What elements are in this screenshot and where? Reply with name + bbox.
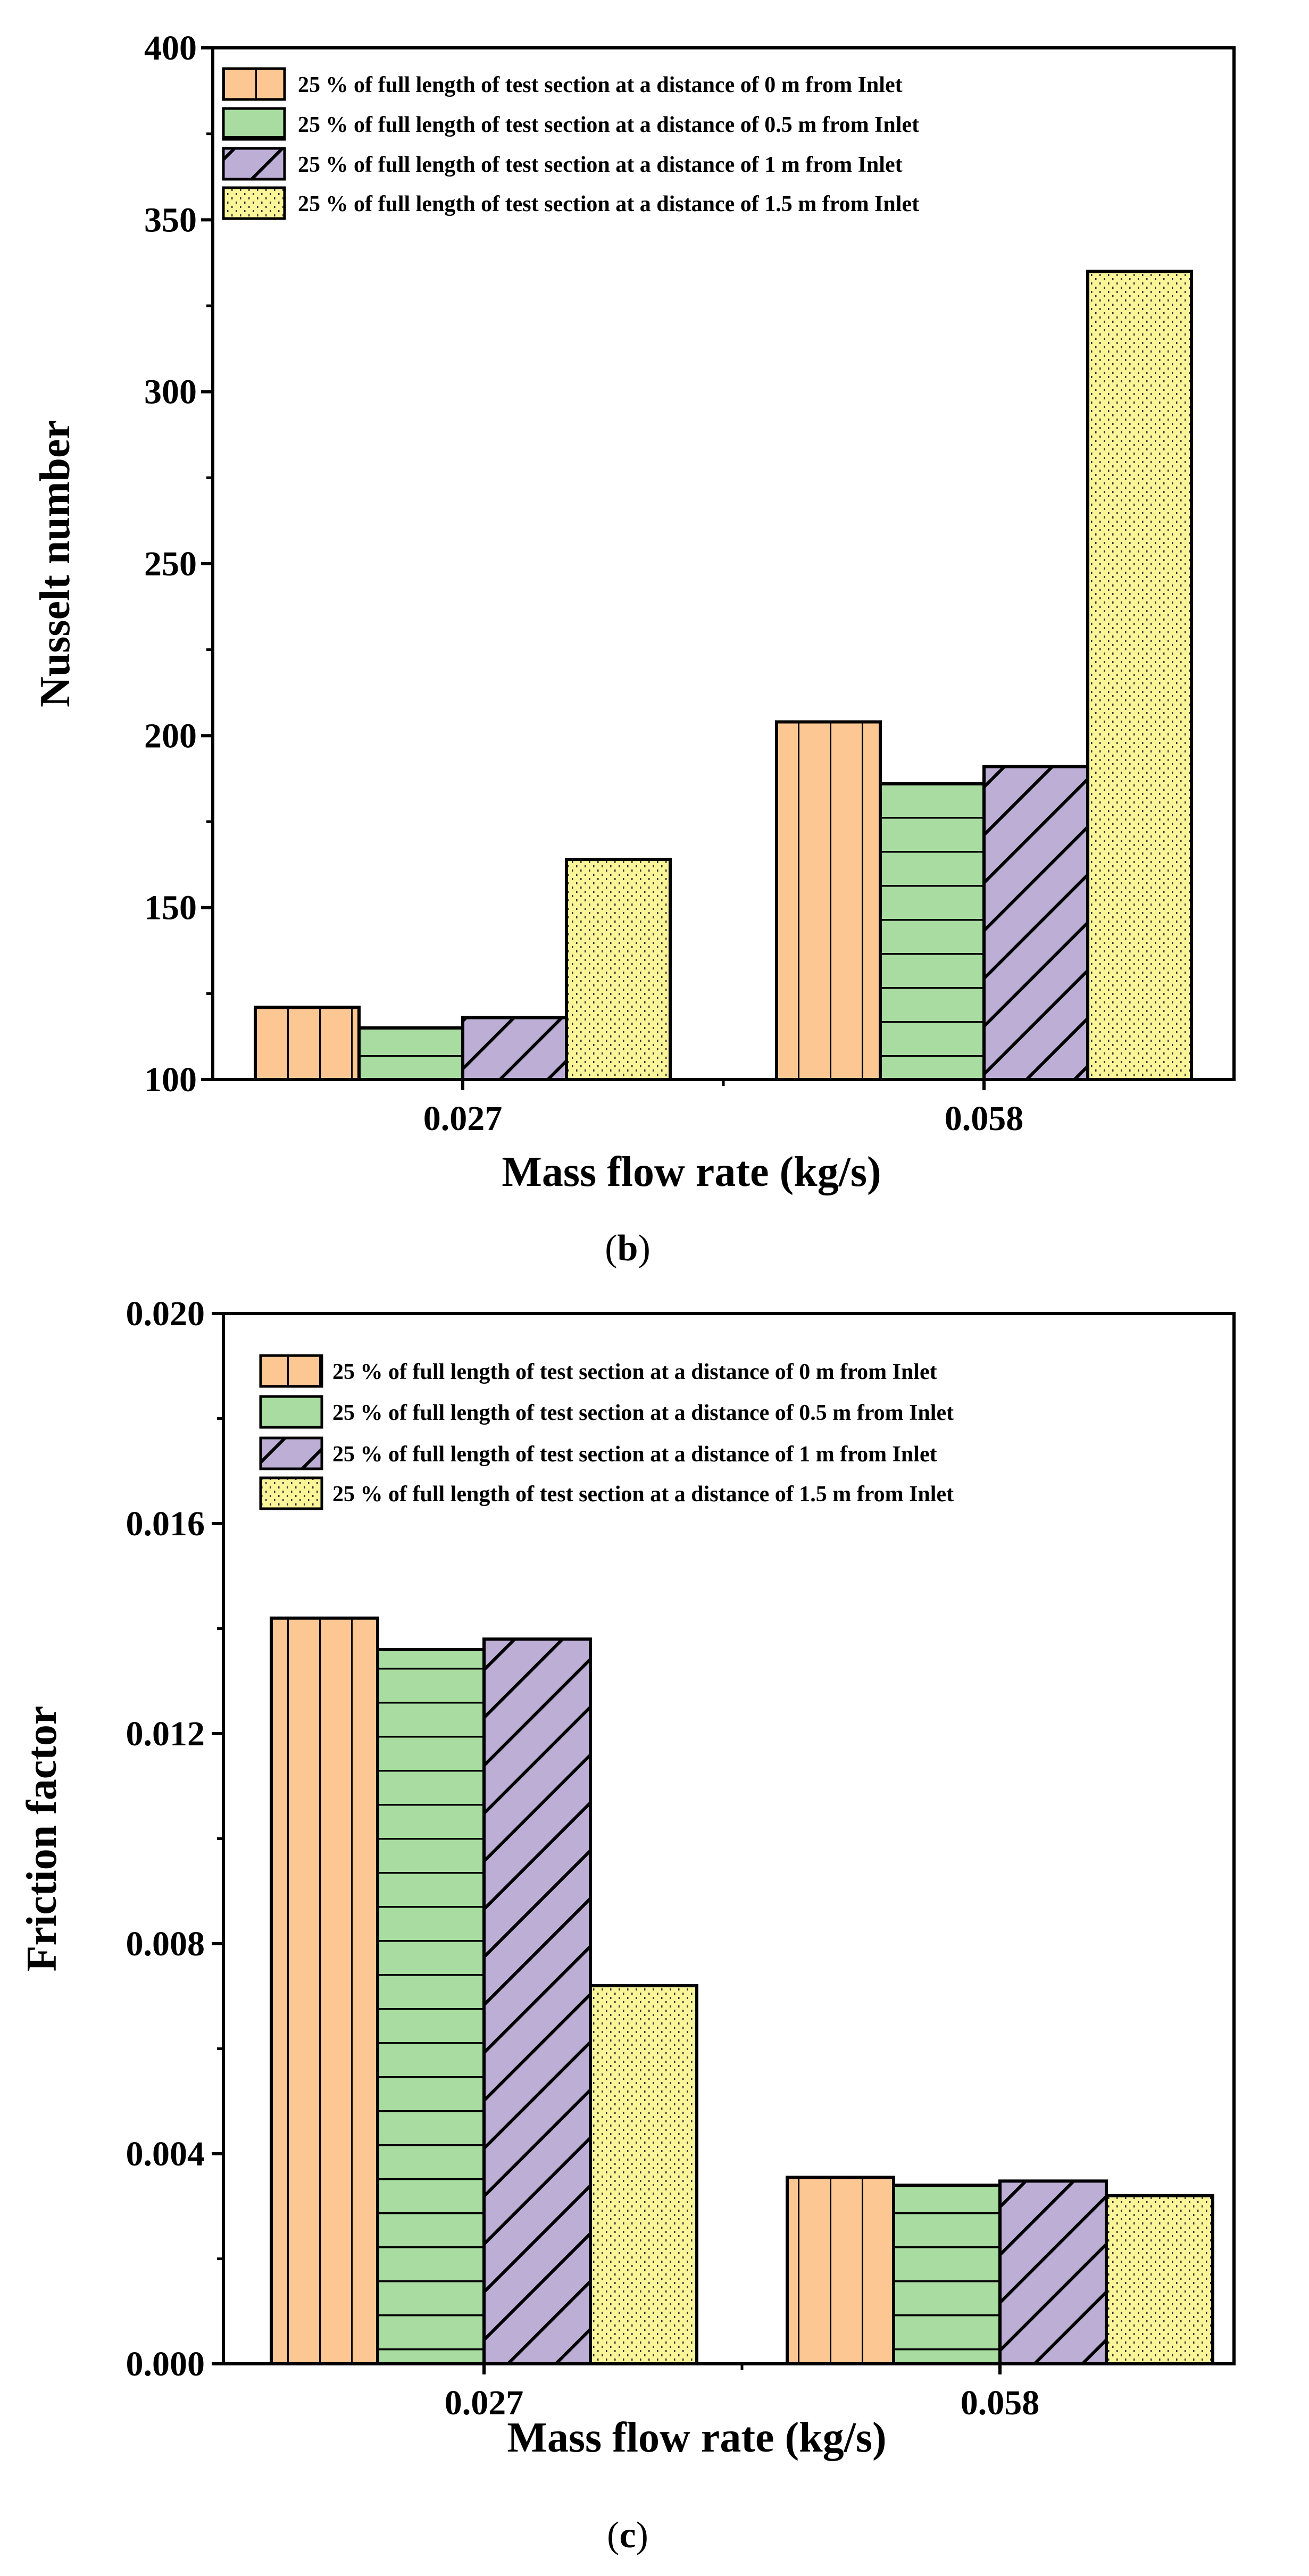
legend-swatch [259,1354,323,1388]
legend-swatch [259,1436,323,1470]
x-tick-label: 0.027 [423,1099,503,1138]
legend-swatch [222,107,286,141]
bar-0.058-series-1 [786,2176,895,2365]
legend-entry: 25 % of full length of test section at a… [298,153,903,177]
bar-0.027-series-1 [254,1006,361,1081]
x-tick-label: 0.058 [961,2383,1040,2422]
chart-panel-c: 0.000 0.004 0.008 0.012 0.016 0.020 0.027 0.058… [19,1294,1236,2556]
legend-swatch [259,1395,323,1429]
bar-0.058-series-3 [998,2179,1108,2366]
bar-0.058-series-3 [982,765,1089,1081]
legend-swatch [222,186,286,220]
bar-0.058-series-1 [775,720,882,1081]
y-tick-label: 350 [144,200,197,239]
y-tick-label: 150 [144,889,197,927]
y-tick-label: 0.004 [126,2135,205,2173]
legend-swatch [222,67,286,101]
x-axis-title: Mass flow rate (kg/s) [502,1149,881,1195]
y-tick-label: 0.000 [126,2345,205,2383]
panel-label: (b) [605,1228,651,1269]
y-tick-label: 300 [144,373,197,412]
panel-label-letter: b [618,1228,638,1269]
y-axis-title: Friction factor [19,1706,65,1972]
legend-entry: 25 % of full length of test section at a… [298,73,903,97]
bar-0.027-series-2 [357,1026,464,1081]
bar-0.058-series-4 [1086,270,1193,1081]
y-tick-label: 0.020 [126,1294,205,1333]
y-axis-title: Nusselt number [32,420,79,707]
y-tick-label: 0.016 [126,1504,205,1543]
y-tick-label: 250 [144,545,197,583]
bar-0.058-series-2 [892,2184,1002,2365]
x-axis-title: Mass flow rate (kg/s) [507,2414,886,2461]
bar-0.027-series-3 [482,1637,592,2365]
legend-entry: 25 % of full length of test section at a… [332,1360,937,1384]
y-tick-label: 100 [144,1060,197,1099]
x-tick-label: 0.058 [945,1099,1024,1138]
panel-label: (c) [607,2515,648,2556]
panel-label-open: ( [607,2515,619,2556]
bar-0.027-series-2 [376,1648,486,2365]
legend-entry: 25 % of full length of test section at a… [332,1482,954,1507]
bar-0.058-series-2 [879,782,986,1082]
bar-0.027-series-3 [461,1016,568,1081]
legend-entry: 25 % of full length of test section at a… [332,1442,937,1467]
y-tick-label: 200 [144,716,197,755]
panel-label-letter: c [619,2515,636,2556]
bar-0.027-series-4 [565,858,672,1081]
legend-entry: 25 % of full length of test section at a… [332,1401,954,1425]
y-tick-label: 0.012 [126,1714,205,1753]
chart-panel-b: 100 150 200 250 300 350 400 0.027 0.058 25 % of f… [32,29,1236,1269]
legend-swatch [222,147,286,181]
panel-label-close: ) [636,2515,648,2556]
panel-label-close: ) [638,1228,650,1269]
bar-0.058-series-4 [1105,2194,1214,2365]
bar-0.027-series-1 [270,1616,379,2365]
legend-entry: 25 % of full length of test section at a… [298,113,919,137]
x-tick-label: 0.027 [445,2383,524,2422]
y-tick-label: 400 [144,29,197,68]
bar-0.027-series-4 [589,1984,698,2365]
legend-entry: 25 % of full length of test section at a… [298,192,919,216]
panel-label-open: ( [605,1228,617,1269]
y-tick-label: 0.008 [126,1925,205,1963]
legend-swatch [259,1476,323,1510]
